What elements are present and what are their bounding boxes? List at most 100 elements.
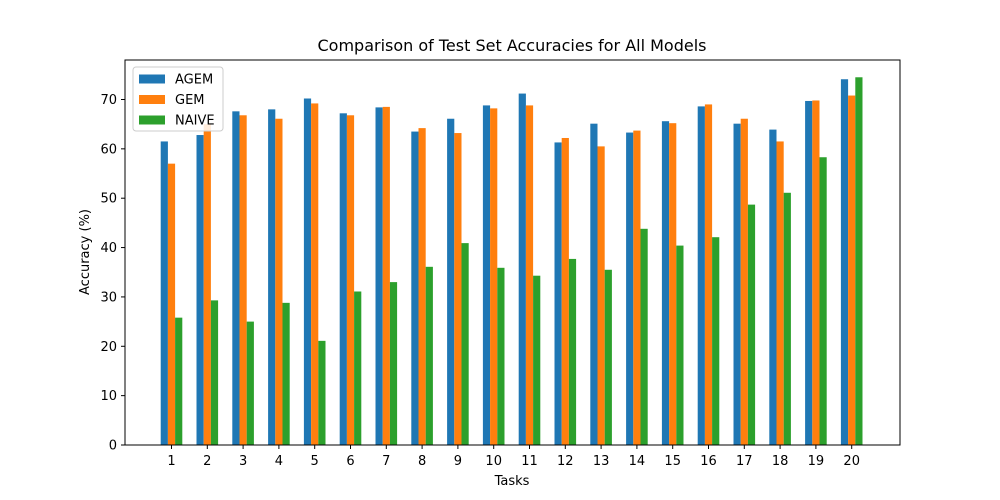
y-tick-label: 30 <box>100 290 117 305</box>
bar-naive-task-11 <box>533 275 541 445</box>
x-tick-label: 12 <box>557 454 574 469</box>
legend-swatch-gem <box>139 95 165 104</box>
bar-gem-task-9 <box>454 133 462 446</box>
bar-agem-task-14 <box>626 132 634 446</box>
bar-naive-task-5 <box>318 340 326 445</box>
legend-swatch-naive <box>139 115 165 125</box>
bar-agem-task-18 <box>769 129 777 445</box>
bar-agem-task-10 <box>482 105 491 446</box>
bar-naive-task-8 <box>425 266 433 445</box>
bar-gem-task-3 <box>239 115 247 446</box>
legend-label-agem: AGEM <box>175 73 213 88</box>
bar-agem-task-2 <box>196 135 204 445</box>
bar-agem-task-5 <box>303 98 312 445</box>
bar-naive-task-3 <box>246 321 254 445</box>
x-tick-label: 11 <box>521 454 538 469</box>
bar-naive-task-20 <box>855 77 863 446</box>
bar-agem-task-15 <box>661 121 670 445</box>
y-tick-label: 10 <box>100 389 117 404</box>
bar-naive-task-17 <box>747 204 756 445</box>
bar-agem-task-8 <box>411 131 419 446</box>
bar-naive-task-13 <box>604 269 612 445</box>
y-tick-label: 60 <box>100 142 117 157</box>
bar-naive-task-16 <box>712 237 720 445</box>
bar-gem-task-13 <box>597 146 605 445</box>
bar-naive-task-4 <box>282 302 290 445</box>
x-tick-label: 9 <box>454 454 462 469</box>
x-tick-label: 2 <box>203 454 211 469</box>
x-tick-label: 16 <box>700 454 717 469</box>
x-tick-label: 10 <box>485 454 502 469</box>
bar-gem-task-7 <box>382 106 390 446</box>
x-tick-label: 7 <box>382 454 390 469</box>
bar-agem-task-12 <box>554 142 562 445</box>
legend-label-gem: GEM <box>175 93 205 108</box>
y-tick-label: 0 <box>109 439 117 454</box>
bar-gem-task-2 <box>203 124 211 446</box>
bar-naive-task-9 <box>461 243 469 445</box>
y-tick-label: 20 <box>100 340 117 355</box>
bar-naive-task-15 <box>676 245 684 445</box>
bar-agem-task-11 <box>518 93 526 446</box>
x-tick-label: 1 <box>167 454 175 469</box>
x-tick-label: 4 <box>275 454 283 469</box>
bar-gem-task-15 <box>669 123 677 445</box>
x-tick-label: 20 <box>843 454 860 469</box>
bar-gem-task-17 <box>740 118 748 445</box>
bar-agem-task-6 <box>339 113 347 446</box>
bar-agem-task-4 <box>268 109 276 445</box>
x-tick-label: 15 <box>664 454 681 469</box>
plot-frame <box>124 59 901 446</box>
y-tick-label: 40 <box>100 241 117 256</box>
chart-title: Comparison of Test Set Accuracies for Al… <box>317 36 706 55</box>
bar-gem-task-18 <box>776 141 784 445</box>
bar-gem-task-6 <box>346 115 355 446</box>
bar-gem-task-10 <box>490 108 498 445</box>
x-tick-label: 18 <box>772 454 789 469</box>
bar-agem-task-17 <box>733 123 741 445</box>
bar-naive-task-12 <box>568 258 577 445</box>
bar-gem-task-1 <box>167 163 176 445</box>
bar-naive-task-6 <box>354 291 362 445</box>
bar-agem-task-1 <box>160 141 168 445</box>
bar-agem-task-13 <box>590 123 598 445</box>
bar-naive-task-2 <box>210 300 219 445</box>
x-axis-title: Tasks <box>494 474 530 489</box>
bar-naive-task-18 <box>783 192 791 445</box>
bar-agem-task-16 <box>697 106 705 446</box>
bar-naive-task-14 <box>640 228 648 445</box>
bar-gem-task-11 <box>525 105 534 446</box>
bar-agem-task-9 <box>447 118 455 445</box>
x-tick-label: 13 <box>593 454 610 469</box>
bar-gem-task-19 <box>812 100 820 445</box>
bar-gem-task-14 <box>633 130 641 446</box>
bar-naive-task-19 <box>819 157 827 445</box>
legend-swatch-agem <box>139 74 165 84</box>
x-tick-label: 17 <box>736 454 753 469</box>
bar-gem-task-20 <box>848 95 856 446</box>
bar-agem-task-20 <box>840 79 849 445</box>
legend: AGEM GEM NAIVE <box>132 66 224 132</box>
x-tick-label: 19 <box>808 454 825 469</box>
bar-naive-task-1 <box>175 317 183 445</box>
bar-agem-task-3 <box>232 111 240 445</box>
x-tick-label: 14 <box>629 454 646 469</box>
bar-gem-task-8 <box>418 128 426 445</box>
x-tick-label: 8 <box>418 454 426 469</box>
bar-gem-task-16 <box>704 104 713 445</box>
y-tick-label: 50 <box>100 192 117 207</box>
bar-agem-task-7 <box>375 107 383 445</box>
bar-naive-task-10 <box>497 267 505 445</box>
bar-agem-task-19 <box>805 100 813 445</box>
bar-gem-task-5 <box>311 103 319 445</box>
x-tick-label: 6 <box>346 454 354 469</box>
bar-gem-task-12 <box>561 137 569 445</box>
legend-label-naive: NAIVE <box>175 114 215 129</box>
y-tick-label: 70 <box>100 93 117 108</box>
x-tick-label: 5 <box>311 454 319 469</box>
bar-gem-task-4 <box>275 118 283 445</box>
y-axis-title: Accuracy (%) <box>78 209 93 295</box>
x-tick-label: 3 <box>239 454 247 469</box>
